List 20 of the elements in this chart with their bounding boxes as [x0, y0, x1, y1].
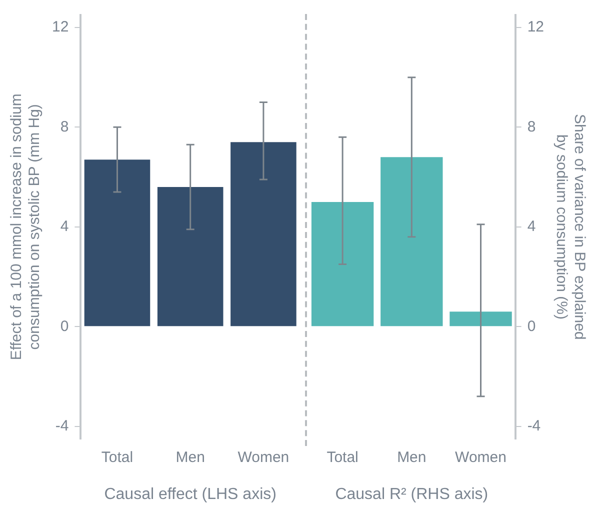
x-tick-label: Total: [326, 448, 358, 466]
y-tick-label: 0: [60, 318, 69, 335]
y2-tick-label: 4: [527, 218, 536, 236]
x-tick-label: Women: [238, 448, 290, 466]
x-tick-label: Total: [101, 448, 134, 466]
x-axis-title: Causal effect (LHS axis): [104, 486, 276, 503]
y-tick-label: 4: [60, 218, 69, 236]
x-tick-label: Men: [397, 448, 426, 466]
y-tick-label: -4: [55, 417, 69, 434]
x-tick-label: Women: [455, 448, 506, 466]
y2-axis-title: Share of variance in BP explained by sodium consumption (%): [552, 114, 588, 340]
y2-tick-label: 12: [527, 18, 544, 36]
y2-tick-label: 8: [527, 118, 536, 136]
y2-tick-label: -4: [527, 417, 541, 434]
x-axis-title: Causal R² (RHS axis): [335, 486, 488, 503]
y2-tick-label: 0: [527, 318, 536, 335]
y-tick-label: 8: [60, 118, 69, 136]
y-axis-title: Effect of a 100 mmol increase in sodium consumption on systolic BP (mm Hg): [8, 94, 44, 360]
x-tick-label: Men: [176, 448, 205, 466]
y-tick-label: 12: [52, 18, 69, 36]
